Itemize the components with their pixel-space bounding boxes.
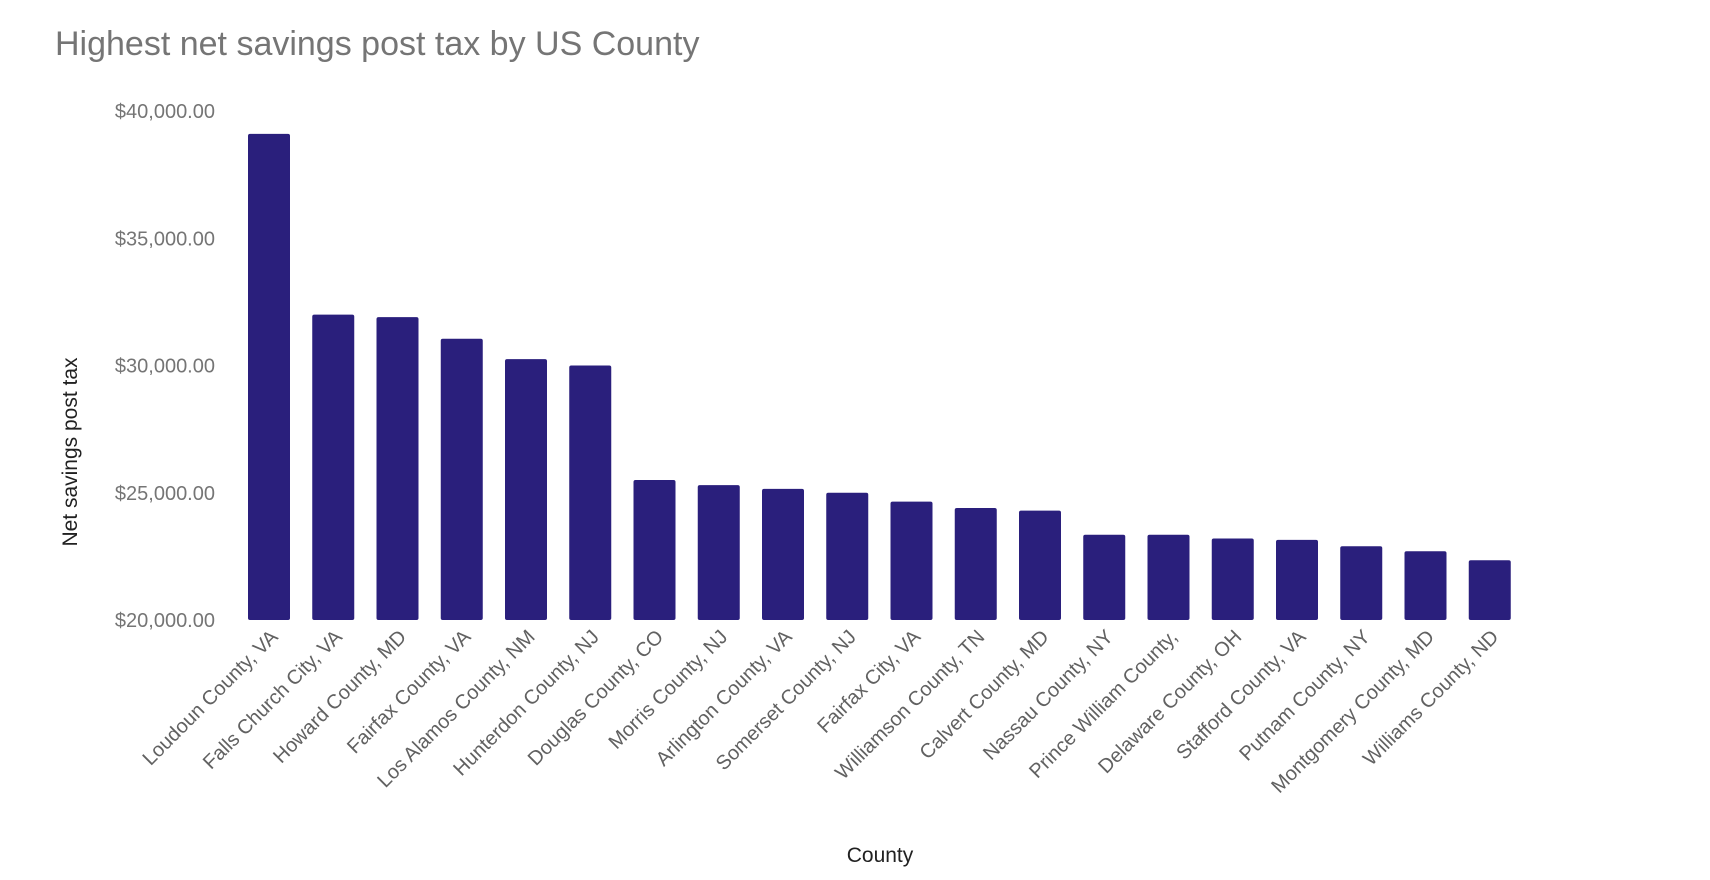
bar — [1147, 534, 1190, 620]
bar — [569, 365, 612, 620]
x-axis-label: County — [847, 844, 914, 867]
bar — [1083, 534, 1126, 620]
bar — [1276, 539, 1318, 620]
y-tick-label: $35,000.00 — [115, 228, 215, 250]
bar — [954, 508, 997, 620]
bar — [1340, 546, 1383, 620]
chart-title: Highest net savings post tax by US Count… — [55, 25, 699, 63]
y-tick-label: $40,000.00 — [115, 101, 215, 123]
bar — [762, 488, 804, 620]
bar — [376, 317, 419, 620]
y-tick-label: $30,000.00 — [115, 356, 215, 378]
bar — [440, 338, 483, 620]
bar — [826, 492, 869, 620]
bar — [890, 501, 933, 620]
y-axis-ticks: $20,000.00 $25,000.00 $30,000.00 $35,000.00… — [115, 101, 215, 632]
bar — [248, 133, 290, 620]
y-tick-label: $20,000.00 — [115, 610, 215, 632]
bar — [505, 359, 547, 620]
bars — [248, 133, 1511, 620]
bar — [1019, 510, 1061, 620]
bar — [1468, 560, 1511, 620]
x-tick-label: Fairfax County, VA — [343, 626, 476, 759]
y-tick-label: $25,000.00 — [115, 483, 215, 505]
bar — [1211, 538, 1254, 620]
bar — [697, 485, 740, 620]
bar — [633, 480, 676, 620]
x-tick-label: Morris County, NJ — [605, 626, 733, 754]
bar — [1404, 551, 1447, 620]
y-axis-label: Net savings post tax — [59, 357, 82, 547]
bar — [312, 314, 355, 620]
